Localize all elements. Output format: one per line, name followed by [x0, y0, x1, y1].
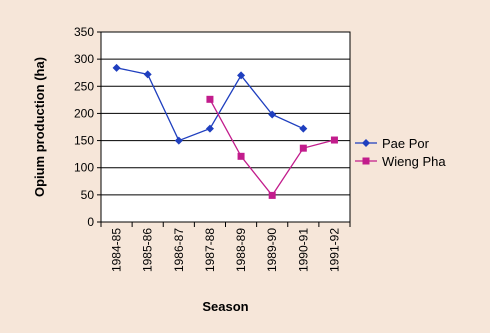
- y-tick-label: 0: [87, 215, 94, 229]
- legend: Pae Por Wieng Pha: [355, 136, 446, 169]
- x-tick-label: 1989-90: [265, 228, 279, 272]
- legend-marker: [362, 157, 370, 165]
- series-1: [206, 95, 338, 199]
- legend-label: Wieng Pha: [382, 154, 446, 169]
- y-tick-label: 350: [74, 25, 94, 39]
- data-point: [237, 152, 245, 160]
- data-point: [205, 124, 214, 133]
- data-point: [206, 95, 214, 103]
- x-tick-label: 1987-88: [203, 228, 217, 272]
- x-tick-label: 1985-86: [141, 228, 155, 272]
- y-axis-title: Opium production (ha): [32, 57, 47, 197]
- y-axis-ticks: 0 50 100 150 200 250 300 350: [74, 25, 101, 229]
- data-point: [112, 63, 121, 72]
- legend-label: Pae Por: [382, 136, 430, 151]
- x-tick-label: 1991-92: [327, 228, 341, 272]
- legend-item: Pae Por: [355, 136, 430, 151]
- legend-item: Wieng Pha: [355, 154, 446, 169]
- data-point: [268, 110, 277, 119]
- grid-lines: [101, 31, 350, 223]
- series-0: [112, 63, 308, 145]
- y-tick-label: 50: [81, 188, 95, 202]
- data-point: [237, 71, 246, 80]
- data-point: [143, 70, 152, 79]
- y-tick-label: 150: [74, 134, 94, 148]
- legend-marker: [362, 139, 370, 147]
- data-point: [330, 136, 338, 144]
- y-tick-label: 200: [74, 106, 94, 120]
- series-layer: [112, 63, 338, 199]
- data-point: [299, 124, 308, 133]
- x-axis-title: Season: [202, 299, 248, 314]
- data-point: [174, 136, 183, 145]
- x-tick-label: 1990-91: [296, 228, 310, 272]
- data-point: [299, 144, 307, 152]
- x-tick-label: 1986-87: [172, 228, 186, 272]
- y-tick-label: 100: [74, 161, 94, 175]
- x-tick-label: 1984-85: [110, 228, 124, 272]
- x-axis-ticks: 1984-85 1985-86 1986-87 1987-88 1988-89 1989-…: [100, 222, 351, 272]
- y-tick-label: 250: [74, 79, 94, 93]
- data-point: [268, 191, 276, 199]
- y-tick-label: 300: [74, 52, 94, 66]
- x-tick-label: 1988-89: [234, 228, 248, 272]
